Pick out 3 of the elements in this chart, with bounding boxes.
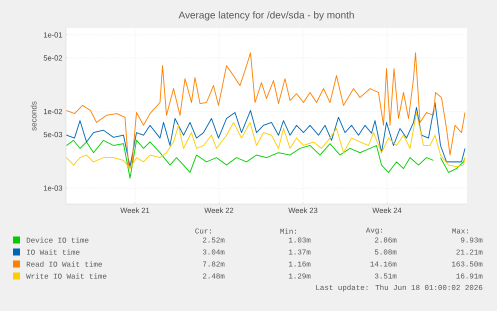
chart-title: Average latency for /dev/sda - by month <box>178 11 354 20</box>
line-series <box>66 112 466 169</box>
line-series <box>66 52 466 169</box>
